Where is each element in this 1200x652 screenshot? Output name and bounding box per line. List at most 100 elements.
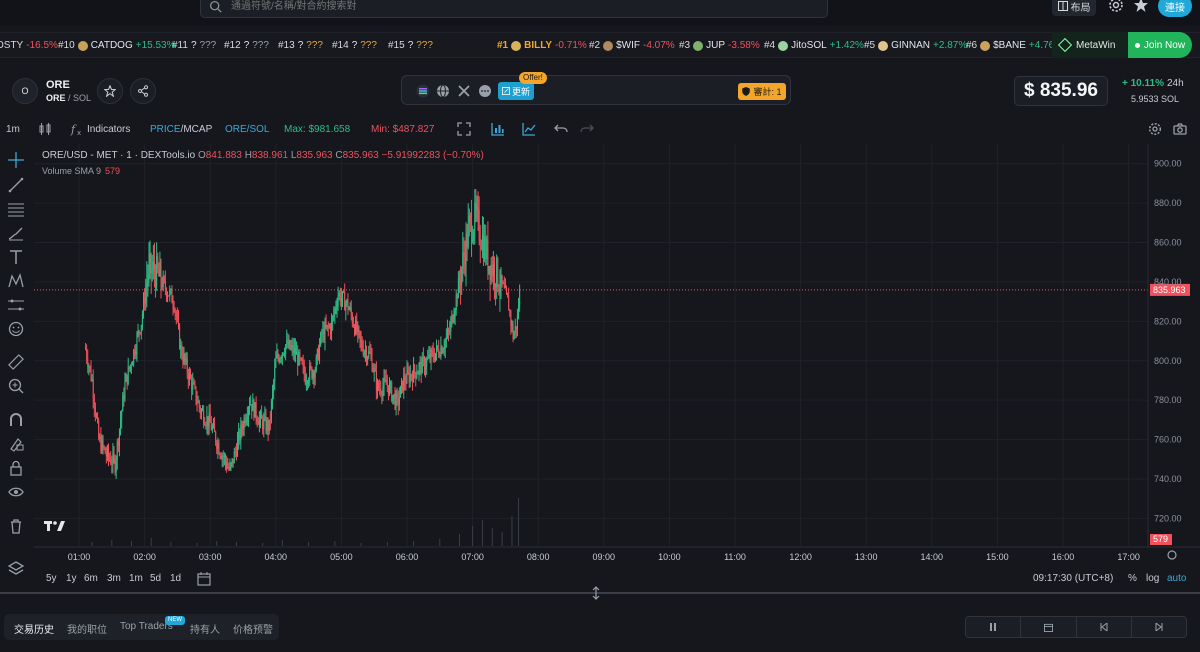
ticker-item[interactable]: #4 JitoSOL +1.42% — [764, 40, 864, 51]
ticker-item[interactable]: #3 JUP -3.58% — [679, 40, 760, 51]
resize-handle-icon[interactable] — [590, 586, 602, 600]
redo-icon[interactable] — [580, 122, 594, 136]
volume-legend-label: Volume SMA 9 — [42, 166, 102, 176]
x-tick-label: 16:00 — [1052, 552, 1075, 562]
layers-icon[interactable] — [8, 560, 24, 576]
magnet-icon[interactable] — [8, 412, 24, 428]
undo-icon[interactable] — [554, 122, 568, 136]
brush-icon[interactable] — [8, 225, 24, 241]
settings-gear-icon[interactable] — [1108, 0, 1124, 13]
range-button-1y[interactable]: 1y — [66, 573, 77, 584]
range-button-1m[interactable]: 1m — [129, 573, 143, 584]
candle-body — [272, 390, 274, 401]
tab-price-alerts[interactable]: 价格预警 — [233, 625, 273, 636]
tab-trade-history[interactable]: 交易历史 — [14, 625, 54, 636]
candle-body — [455, 294, 457, 311]
ticker-name: BILLY — [524, 40, 553, 51]
tab-holders[interactable]: 持有人 — [190, 625, 220, 636]
y-tick-label: 860.00 — [1154, 238, 1182, 248]
connect-wallet-button[interactable]: 連接 — [1158, 0, 1192, 17]
pause-button[interactable] — [966, 617, 1022, 637]
visibility-eye-icon[interactable] — [8, 484, 24, 500]
search-input[interactable] — [231, 0, 811, 14]
range-button-3m[interactable]: 3m — [107, 573, 121, 584]
text-tool-icon[interactable] — [8, 249, 24, 265]
solana-chain-icon[interactable] — [416, 84, 430, 98]
join-now-button[interactable]: Join Now — [1128, 32, 1192, 58]
price-chart[interactable]: 835.963 579 720.00 740.00 760.00 780.00 800.0… — [34, 144, 1200, 592]
indicators-button[interactable]: Indicators — [87, 124, 131, 135]
ticker-item[interactable]: #6 $BANE +4.76% — [966, 40, 1063, 51]
candle-body — [383, 378, 385, 387]
fullscreen-icon[interactable] — [457, 122, 471, 136]
x-twitter-icon[interactable] — [457, 84, 471, 98]
candle-body — [136, 334, 138, 352]
bar-chart-icon[interactable] — [491, 122, 505, 136]
skip-forward-button[interactable] — [1132, 617, 1186, 637]
metawin-promo[interactable]: MetaWin — [1052, 32, 1130, 58]
ticker-item[interactable]: #12???? — [224, 40, 269, 51]
range-button-5y[interactable]: 5y — [46, 573, 57, 584]
update-info-button[interactable]: 更新 — [498, 82, 534, 100]
range-button-1d[interactable]: 1d — [170, 573, 182, 584]
website-globe-icon[interactable] — [436, 84, 450, 98]
candle-body — [469, 216, 471, 218]
prediction-tool-icon[interactable] — [8, 297, 24, 313]
layout-button[interactable]: 布局 — [1052, 0, 1096, 16]
candle-body — [247, 408, 249, 417]
candle-body — [490, 264, 492, 281]
log-scale-toggle[interactable]: log — [1146, 573, 1160, 584]
pattern-tool-icon[interactable] — [8, 273, 24, 289]
chart-settings-gear-icon[interactable] — [1148, 122, 1162, 136]
time-axis-settings-icon[interactable] — [1167, 550, 1177, 560]
more-options-icon[interactable] — [478, 84, 492, 98]
range-button-6m[interactable]: 6m — [84, 573, 98, 584]
ticker-item[interactable]: #2 $WIF -4.07% — [589, 40, 675, 51]
ticker-name: JUP — [706, 40, 726, 51]
panel-divider[interactable] — [0, 592, 1200, 594]
ticker-item[interactable]: #15???? — [388, 40, 433, 51]
date-range-calendar-icon[interactable] — [197, 572, 211, 586]
lock-drawing-icon[interactable] — [8, 436, 24, 452]
x-tick-label: 06:00 — [396, 552, 419, 562]
emoji-icon[interactable] — [8, 321, 24, 337]
range-button-5d[interactable]: 5d — [150, 573, 162, 584]
lock-icon[interactable] — [8, 460, 24, 476]
share-pair-button[interactable] — [130, 78, 156, 104]
line-chart-icon[interactable] — [522, 122, 536, 136]
ticker-item[interactable]: #13???? — [278, 40, 323, 51]
auto-scale-toggle[interactable]: auto — [1167, 573, 1187, 584]
zoom-in-icon[interactable] — [8, 378, 24, 394]
search-box[interactable] — [200, 0, 828, 18]
offer-badge: Offer! — [519, 72, 547, 84]
audit-badge[interactable]: 審計: 1 — [738, 83, 786, 100]
price-toggle[interactable]: PRICE/MCAP — [150, 124, 212, 135]
ruler-icon[interactable] — [8, 354, 24, 370]
percent-scale-toggle[interactable]: % — [1128, 573, 1137, 584]
ticker-item[interactable]: #14???? — [332, 40, 377, 51]
skip-back-button[interactable] — [1077, 617, 1132, 637]
candle-body — [431, 349, 433, 352]
ticker-item[interactable]: #5 GINNAN +2.87% — [864, 40, 967, 51]
screenshot-camera-icon[interactable] — [1173, 122, 1187, 136]
calendar-button[interactable] — [1021, 617, 1077, 637]
favorites-star-icon[interactable] — [1133, 0, 1149, 13]
crosshair-icon[interactable] — [8, 152, 24, 168]
favorite-pair-button[interactable] — [97, 78, 123, 104]
ticker-item[interactable]: #11???? — [172, 40, 216, 51]
tab-top-traders[interactable]: Top Traders — [120, 621, 173, 632]
ticker-item[interactable]: #10 CATDOG +15.53% — [58, 40, 176, 51]
candle-type-icon[interactable] — [38, 122, 52, 136]
interval-selector[interactable]: 1m — [6, 124, 20, 135]
trash-icon[interactable] — [8, 518, 24, 534]
tab-my-positions[interactable]: 我的职位 — [67, 625, 107, 636]
ticker-item[interactable]: #1 BILLY -0.71% — [497, 40, 587, 51]
candle-body — [450, 322, 452, 332]
pair-quote-toggle[interactable]: ORE/SOL — [225, 124, 270, 135]
trend-line-icon[interactable] — [8, 177, 24, 193]
candle-body — [407, 370, 409, 373]
legend-open: 841.883 — [205, 150, 242, 161]
fib-retracement-icon[interactable] — [8, 201, 24, 217]
ticker-item[interactable]: OSTY-16.5% — [0, 40, 58, 51]
